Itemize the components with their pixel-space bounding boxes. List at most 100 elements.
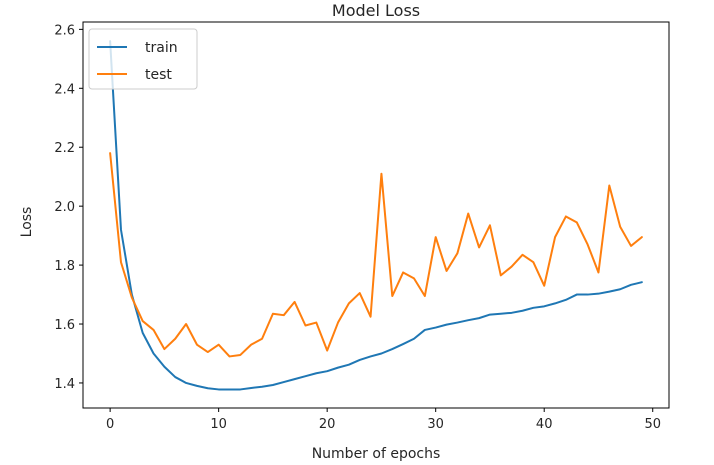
data-point-test: [423, 295, 426, 298]
data-point-train: [347, 363, 350, 366]
data-point-test: [163, 348, 166, 351]
data-point-train: [467, 319, 470, 322]
data-point-train: [586, 293, 589, 296]
data-point-test: [434, 236, 437, 239]
data-point-train: [239, 388, 242, 391]
data-point-test: [456, 252, 459, 255]
data-point-test: [630, 244, 633, 247]
x-tick-label: 40: [536, 417, 553, 432]
x-axis-title: Number of epochs: [312, 446, 441, 462]
data-point-test: [271, 312, 274, 315]
data-point-train: [261, 385, 264, 388]
data-point-train: [434, 326, 437, 329]
data-point-test: [488, 224, 491, 227]
data-point-train: [315, 372, 318, 375]
data-point-test: [239, 353, 242, 356]
data-point-train: [478, 317, 481, 320]
legend-box: [88, 28, 198, 90]
data-point-test: [510, 265, 513, 268]
y-tick-label: 2.6: [54, 23, 75, 38]
data-point-train: [119, 228, 122, 231]
data-point-test: [261, 337, 264, 340]
data-point-test: [586, 243, 589, 246]
chart-title: Model Loss: [332, 1, 420, 20]
data-point-test: [380, 172, 383, 175]
data-point-test: [228, 355, 231, 358]
data-point-train: [282, 381, 285, 384]
data-point-train: [185, 381, 188, 384]
data-point-train: [499, 312, 502, 315]
data-point-train: [141, 331, 144, 334]
y-tick-label: 2.2: [54, 141, 75, 156]
data-point-test: [369, 315, 372, 318]
data-point-train: [564, 298, 567, 301]
data-point-test: [532, 261, 535, 264]
data-point-test: [412, 277, 415, 280]
legend-label-test: test: [145, 67, 172, 83]
data-point-test: [402, 271, 405, 274]
data-point-train: [152, 352, 155, 355]
data-point-test: [130, 296, 133, 299]
data-point-train: [337, 366, 340, 369]
x-tick-label: 0: [106, 417, 114, 432]
data-point-test: [315, 321, 318, 324]
data-point-train: [532, 306, 535, 309]
data-point-train: [195, 384, 198, 387]
data-point-train: [217, 388, 220, 391]
x-tick-label: 50: [644, 417, 661, 432]
data-point-train: [174, 376, 177, 379]
data-point-train: [163, 365, 166, 368]
data-point-test: [141, 320, 144, 323]
x-tick-label: 10: [210, 417, 227, 432]
plot-frame: [82, 21, 670, 409]
data-point-test: [358, 292, 361, 295]
data-point-test: [217, 343, 220, 346]
data-point-train: [608, 290, 611, 293]
legend-label-train: train: [145, 40, 178, 56]
data-point-train: [380, 352, 383, 355]
data-point-train: [391, 348, 394, 351]
data-point-test: [499, 274, 502, 277]
data-point-test: [304, 324, 307, 327]
data-point-test: [250, 343, 253, 346]
data-point-train: [228, 388, 231, 391]
data-point-train: [358, 358, 361, 361]
data-point-train: [521, 309, 524, 312]
data-point-test: [608, 184, 611, 187]
data-point-train: [554, 302, 557, 305]
data-point-train: [250, 386, 253, 389]
x-axis: 0 10 20 30 40 50: [106, 408, 661, 432]
x-tick-label: 20: [319, 417, 336, 432]
data-point-train: [456, 321, 459, 324]
data-point-train: [630, 283, 633, 286]
data-point-test: [119, 261, 122, 264]
data-point-train: [597, 292, 600, 295]
y-tick-label: 2.0: [54, 200, 75, 215]
data-point-test: [152, 328, 155, 331]
data-point-test: [575, 221, 578, 224]
data-point-train: [423, 328, 426, 331]
data-point-test: [554, 236, 557, 239]
data-point-test: [597, 271, 600, 274]
data-point-test: [109, 152, 112, 155]
data-point-train: [271, 384, 274, 387]
data-point-test: [293, 300, 296, 303]
data-point-test: [543, 284, 546, 287]
plot-lines: [109, 40, 643, 391]
y-tick-label: 1.4: [54, 377, 75, 392]
data-point-train: [369, 355, 372, 358]
data-point-test: [174, 337, 177, 340]
data-point-test: [640, 236, 643, 239]
data-point-train: [206, 387, 209, 390]
data-point-test: [337, 321, 340, 324]
data-point-test: [282, 314, 285, 317]
data-point-train: [326, 370, 329, 373]
data-point-test: [564, 215, 567, 218]
y-tick-label: 1.8: [54, 259, 75, 274]
y-axis: 1.4 1.6 1.8 2.0 2.2 2.4 2.6: [54, 23, 83, 392]
data-point-train: [619, 288, 622, 291]
data-point-train: [575, 293, 578, 296]
data-point-test: [185, 323, 188, 326]
y-tick-label: 2.4: [54, 82, 75, 97]
legend: train test: [88, 28, 198, 90]
